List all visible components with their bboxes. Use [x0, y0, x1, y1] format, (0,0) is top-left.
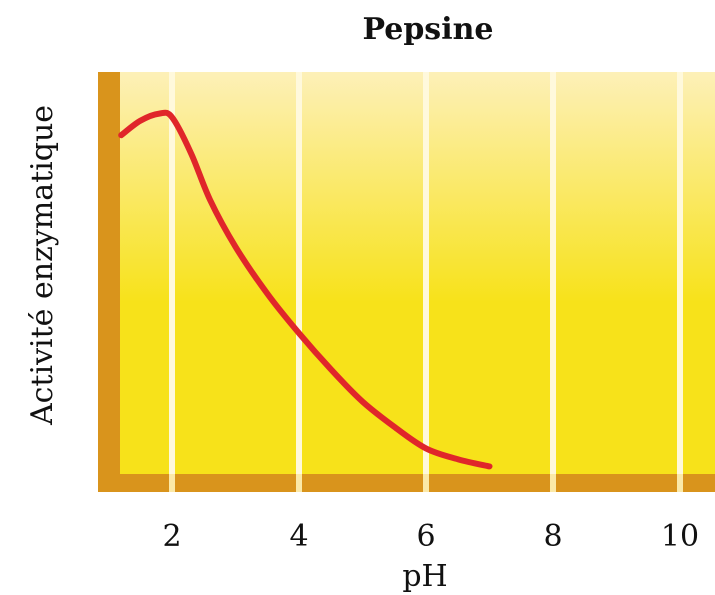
x-axis-gap-10	[677, 474, 683, 492]
x-tick-label: 6	[416, 519, 435, 554]
x-tick-label: 4	[289, 519, 308, 554]
plot-panel	[98, 72, 715, 490]
x-tick-label: 8	[543, 519, 562, 554]
x-axis-line	[98, 474, 715, 492]
x-axis-bar	[98, 474, 715, 492]
y-axis-label: Activité enzymatique	[25, 105, 60, 426]
y-axis-bar	[98, 72, 120, 490]
x-axis-gap-8	[550, 474, 556, 492]
x-tick-labels: 2 4 6 8 10	[162, 519, 699, 554]
x-axis-gap-2	[169, 474, 175, 492]
x-axis-gap-6	[423, 474, 429, 492]
chart-title: Pepsine	[362, 12, 493, 47]
x-tick-label: 10	[661, 519, 699, 554]
series-line	[118, 109, 493, 470]
x-axis-gap-4	[296, 474, 302, 492]
x-tick-label: 2	[162, 519, 181, 554]
x-axis-label: pH	[402, 559, 447, 594]
grid-lines	[169, 72, 683, 490]
